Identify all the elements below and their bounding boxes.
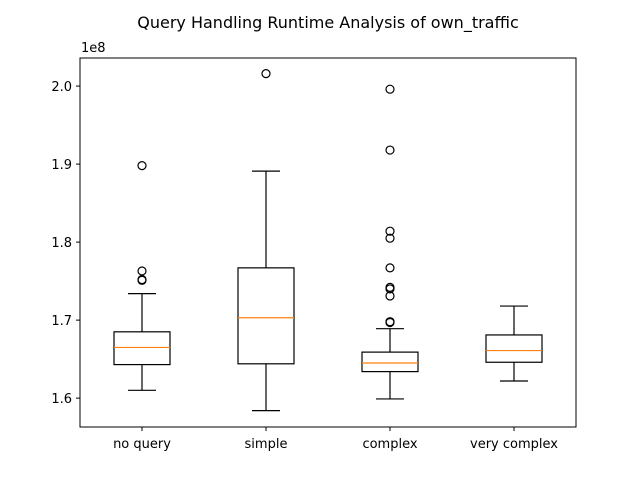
outlier-point (385, 263, 395, 273)
axes-frame (79, 57, 577, 428)
y-tick-label: 1.8 (51, 236, 72, 251)
iqr-box (113, 331, 171, 366)
chart-title: Query Handling Runtime Analysis of own_t… (137, 13, 518, 33)
iqr-box (237, 267, 295, 365)
box-group (485, 305, 543, 382)
x-tick-label: no query (113, 437, 171, 452)
x-tick-label: simple (245, 437, 288, 452)
outlier-point (261, 69, 271, 79)
box-group (361, 84, 419, 400)
y-axis-offset-label: 1e8 (81, 41, 106, 56)
outlier-point (385, 317, 395, 327)
outlier-point (385, 84, 395, 94)
box-group (237, 69, 295, 412)
outlier-point (137, 161, 147, 171)
x-tick-label: very complex (470, 437, 558, 452)
box-group (113, 161, 171, 391)
y-tick-label: 2.0 (51, 80, 72, 95)
outlier-point (385, 282, 395, 292)
plot-area: 1.6 1.7 1.8 1.9 2.0 no query simple complex very… (51, 69, 558, 452)
y-tick-label: 1.6 (51, 392, 72, 407)
outlier-point (385, 145, 395, 155)
outlier-point (385, 226, 395, 236)
iqr-box (485, 334, 543, 363)
iqr-box (361, 351, 419, 373)
outlier-point (137, 266, 147, 276)
outlier-point (385, 233, 395, 243)
x-tick-label: complex (362, 437, 417, 452)
y-tick-label: 1.9 (51, 158, 72, 173)
y-tick-label: 1.7 (51, 314, 72, 329)
